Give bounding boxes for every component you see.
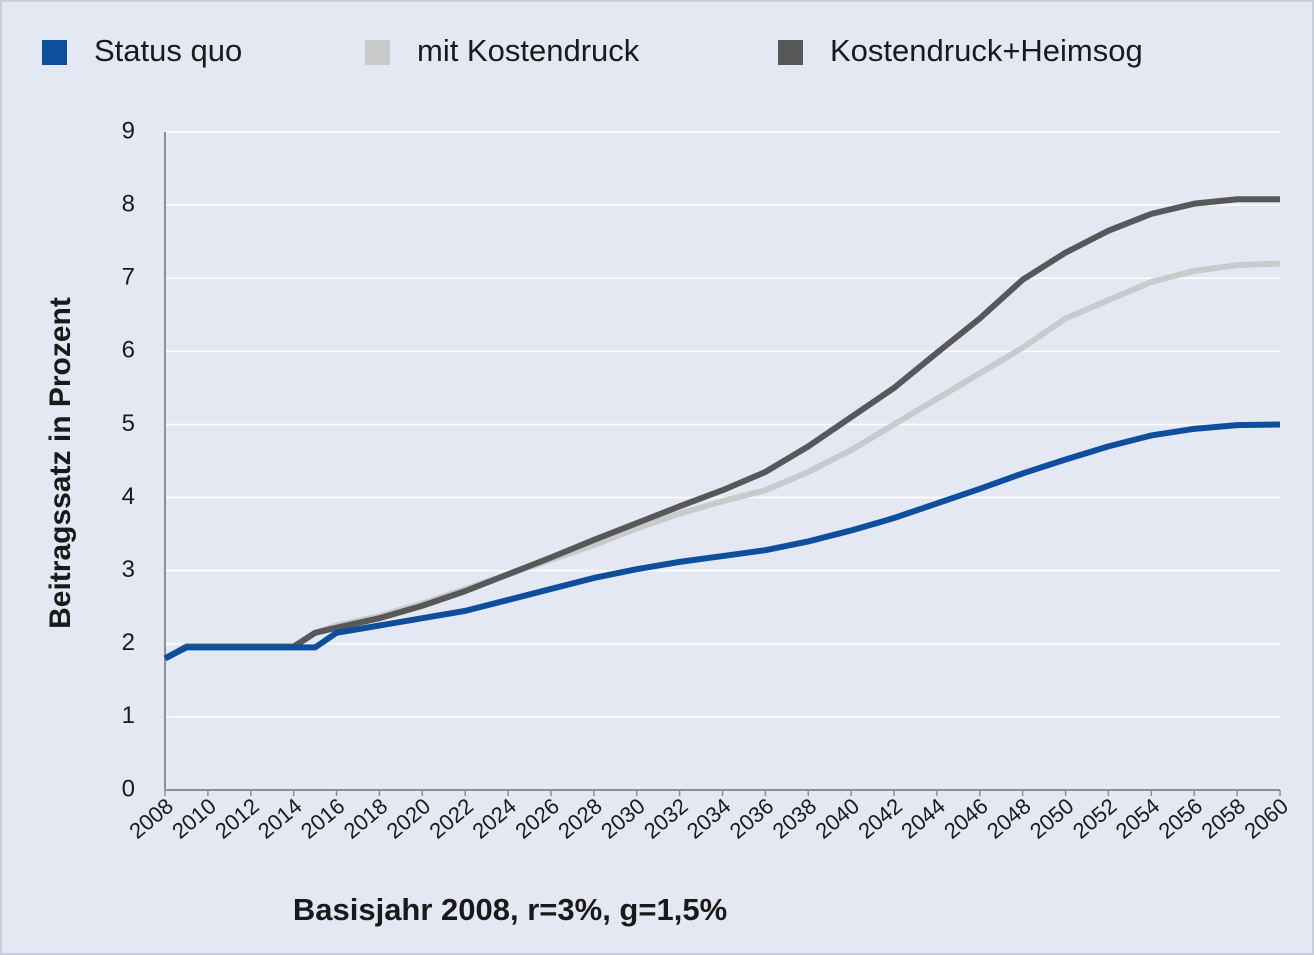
series-line (163, 421, 1281, 662)
y-tick-label: 0 (122, 775, 135, 802)
legend-swatch (365, 40, 390, 65)
y-tick-label: 5 (122, 410, 135, 437)
legend-swatch (42, 40, 67, 65)
series-line (163, 196, 1280, 662)
y-tick-label: 3 (122, 556, 135, 583)
y-tick-label: 6 (122, 337, 135, 364)
y-axis-label: Beitragssatz in Prozent (44, 297, 77, 629)
y-tick-label: 2 (122, 629, 135, 656)
x-axis-label: Basisjahr 2008, r=3%, g=1,5% (293, 892, 727, 927)
y-tick-label: 4 (122, 483, 135, 510)
y-tick-label: 8 (122, 190, 135, 217)
y-tick-label: 9 (122, 117, 135, 144)
legend-swatch (778, 40, 803, 65)
legend-label: Status quo (94, 33, 242, 68)
legend-label: mit Kostendruck (417, 33, 640, 68)
y-tick-label: 7 (122, 264, 135, 291)
y-tick-label: 1 (122, 702, 135, 729)
legend-label: Kostendruck+Heimsog (830, 33, 1143, 68)
